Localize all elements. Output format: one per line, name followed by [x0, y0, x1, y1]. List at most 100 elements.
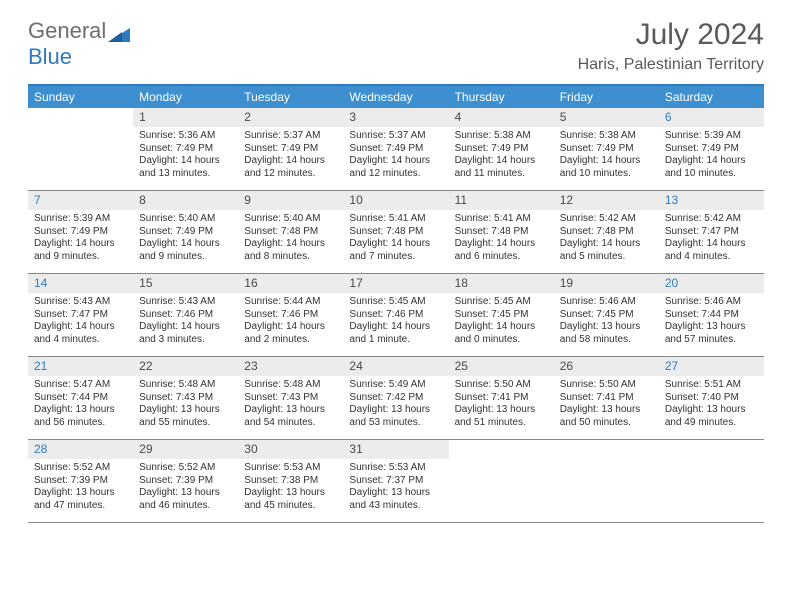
day-cell: 19Sunrise: 5:46 AMSunset: 7:45 PMDayligh…	[554, 274, 659, 356]
day-number: 12	[554, 191, 659, 210]
day-cell: 26Sunrise: 5:50 AMSunset: 7:41 PMDayligh…	[554, 357, 659, 439]
day-data: Sunrise: 5:51 AMSunset: 7:40 PMDaylight:…	[659, 376, 764, 432]
dow-header-cell: Thursday	[449, 86, 554, 108]
dow-header-cell: Monday	[133, 86, 238, 108]
day-data: Sunrise: 5:52 AMSunset: 7:39 PMDaylight:…	[133, 459, 238, 515]
day-cell: 23Sunrise: 5:48 AMSunset: 7:43 PMDayligh…	[238, 357, 343, 439]
dow-header-cell: Wednesday	[343, 86, 448, 108]
dow-header-cell: Sunday	[28, 86, 133, 108]
logo-triangle-icon	[108, 22, 130, 40]
day-cell: 6Sunrise: 5:39 AMSunset: 7:49 PMDaylight…	[659, 108, 764, 190]
day-number: 10	[343, 191, 448, 210]
day-data: Sunrise: 5:48 AMSunset: 7:43 PMDaylight:…	[133, 376, 238, 432]
day-number: 7	[28, 191, 133, 210]
day-number: 8	[133, 191, 238, 210]
day-data: Sunrise: 5:43 AMSunset: 7:47 PMDaylight:…	[28, 293, 133, 349]
day-cell	[554, 440, 659, 522]
day-data: Sunrise: 5:50 AMSunset: 7:41 PMDaylight:…	[449, 376, 554, 432]
week-row: 28Sunrise: 5:52 AMSunset: 7:39 PMDayligh…	[28, 440, 764, 523]
day-number: 2	[238, 108, 343, 127]
day-cell: 5Sunrise: 5:38 AMSunset: 7:49 PMDaylight…	[554, 108, 659, 190]
day-data: Sunrise: 5:45 AMSunset: 7:46 PMDaylight:…	[343, 293, 448, 349]
day-data: Sunrise: 5:41 AMSunset: 7:48 PMDaylight:…	[343, 210, 448, 266]
day-cell: 11Sunrise: 5:41 AMSunset: 7:48 PMDayligh…	[449, 191, 554, 273]
day-cell: 4Sunrise: 5:38 AMSunset: 7:49 PMDaylight…	[449, 108, 554, 190]
week-row: 1Sunrise: 5:36 AMSunset: 7:49 PMDaylight…	[28, 108, 764, 191]
day-number: 25	[449, 357, 554, 376]
day-cell: 24Sunrise: 5:49 AMSunset: 7:42 PMDayligh…	[343, 357, 448, 439]
day-number: 15	[133, 274, 238, 293]
day-number: 4	[449, 108, 554, 127]
week-row: 21Sunrise: 5:47 AMSunset: 7:44 PMDayligh…	[28, 357, 764, 440]
day-number: 18	[449, 274, 554, 293]
day-cell	[659, 440, 764, 522]
day-data: Sunrise: 5:48 AMSunset: 7:43 PMDaylight:…	[238, 376, 343, 432]
title-block: July 2024 Haris, Palestinian Territory	[578, 18, 764, 74]
day-data: Sunrise: 5:45 AMSunset: 7:45 PMDaylight:…	[449, 293, 554, 349]
day-number: 14	[28, 274, 133, 293]
day-cell: 12Sunrise: 5:42 AMSunset: 7:48 PMDayligh…	[554, 191, 659, 273]
day-cell: 30Sunrise: 5:53 AMSunset: 7:38 PMDayligh…	[238, 440, 343, 522]
day-data: Sunrise: 5:43 AMSunset: 7:46 PMDaylight:…	[133, 293, 238, 349]
day-number: 11	[449, 191, 554, 210]
day-cell: 13Sunrise: 5:42 AMSunset: 7:47 PMDayligh…	[659, 191, 764, 273]
calendar: SundayMondayTuesdayWednesdayThursdayFrid…	[28, 86, 764, 523]
day-number: 24	[343, 357, 448, 376]
day-cell: 28Sunrise: 5:52 AMSunset: 7:39 PMDayligh…	[28, 440, 133, 522]
day-number: 31	[343, 440, 448, 459]
day-cell	[28, 108, 133, 190]
day-cell: 22Sunrise: 5:48 AMSunset: 7:43 PMDayligh…	[133, 357, 238, 439]
calendar-body: 1Sunrise: 5:36 AMSunset: 7:49 PMDaylight…	[28, 108, 764, 523]
day-data: Sunrise: 5:40 AMSunset: 7:48 PMDaylight:…	[238, 210, 343, 266]
day-data: Sunrise: 5:53 AMSunset: 7:38 PMDaylight:…	[238, 459, 343, 515]
day-cell: 29Sunrise: 5:52 AMSunset: 7:39 PMDayligh…	[133, 440, 238, 522]
day-number: 26	[554, 357, 659, 376]
day-data: Sunrise: 5:42 AMSunset: 7:47 PMDaylight:…	[659, 210, 764, 266]
day-number: 5	[554, 108, 659, 127]
day-cell: 16Sunrise: 5:44 AMSunset: 7:46 PMDayligh…	[238, 274, 343, 356]
day-cell: 7Sunrise: 5:39 AMSunset: 7:49 PMDaylight…	[28, 191, 133, 273]
day-cell: 8Sunrise: 5:40 AMSunset: 7:49 PMDaylight…	[133, 191, 238, 273]
day-number: 1	[133, 108, 238, 127]
day-number: 20	[659, 274, 764, 293]
day-number: 9	[238, 191, 343, 210]
page-title: July 2024	[578, 18, 764, 52]
logo-text-blue: Blue	[28, 44, 72, 70]
dow-header-cell: Saturday	[659, 86, 764, 108]
day-data: Sunrise: 5:36 AMSunset: 7:49 PMDaylight:…	[133, 127, 238, 183]
day-cell: 18Sunrise: 5:45 AMSunset: 7:45 PMDayligh…	[449, 274, 554, 356]
day-data: Sunrise: 5:42 AMSunset: 7:48 PMDaylight:…	[554, 210, 659, 266]
day-data: Sunrise: 5:46 AMSunset: 7:45 PMDaylight:…	[554, 293, 659, 349]
day-number: 19	[554, 274, 659, 293]
day-data: Sunrise: 5:49 AMSunset: 7:42 PMDaylight:…	[343, 376, 448, 432]
day-number: 3	[343, 108, 448, 127]
day-number: 23	[238, 357, 343, 376]
week-row: 14Sunrise: 5:43 AMSunset: 7:47 PMDayligh…	[28, 274, 764, 357]
day-cell: 1Sunrise: 5:36 AMSunset: 7:49 PMDaylight…	[133, 108, 238, 190]
day-cell	[449, 440, 554, 522]
day-number: 6	[659, 108, 764, 127]
day-data: Sunrise: 5:44 AMSunset: 7:46 PMDaylight:…	[238, 293, 343, 349]
day-data: Sunrise: 5:50 AMSunset: 7:41 PMDaylight:…	[554, 376, 659, 432]
day-number: 13	[659, 191, 764, 210]
day-cell: 17Sunrise: 5:45 AMSunset: 7:46 PMDayligh…	[343, 274, 448, 356]
day-number: 21	[28, 357, 133, 376]
dow-header-row: SundayMondayTuesdayWednesdayThursdayFrid…	[28, 86, 764, 108]
day-data: Sunrise: 5:53 AMSunset: 7:37 PMDaylight:…	[343, 459, 448, 515]
day-cell: 2Sunrise: 5:37 AMSunset: 7:49 PMDaylight…	[238, 108, 343, 190]
day-number: 16	[238, 274, 343, 293]
logo: General	[28, 18, 130, 44]
day-data: Sunrise: 5:52 AMSunset: 7:39 PMDaylight:…	[28, 459, 133, 515]
dow-header-cell: Friday	[554, 86, 659, 108]
day-cell: 3Sunrise: 5:37 AMSunset: 7:49 PMDaylight…	[343, 108, 448, 190]
day-cell: 10Sunrise: 5:41 AMSunset: 7:48 PMDayligh…	[343, 191, 448, 273]
day-number: 22	[133, 357, 238, 376]
header: General July 2024 Haris, Palestinian Ter…	[0, 0, 792, 80]
dow-header-cell: Tuesday	[238, 86, 343, 108]
day-data: Sunrise: 5:38 AMSunset: 7:49 PMDaylight:…	[449, 127, 554, 183]
day-cell: 15Sunrise: 5:43 AMSunset: 7:46 PMDayligh…	[133, 274, 238, 356]
day-data: Sunrise: 5:46 AMSunset: 7:44 PMDaylight:…	[659, 293, 764, 349]
day-number: 17	[343, 274, 448, 293]
day-data: Sunrise: 5:39 AMSunset: 7:49 PMDaylight:…	[659, 127, 764, 183]
week-row: 7Sunrise: 5:39 AMSunset: 7:49 PMDaylight…	[28, 191, 764, 274]
